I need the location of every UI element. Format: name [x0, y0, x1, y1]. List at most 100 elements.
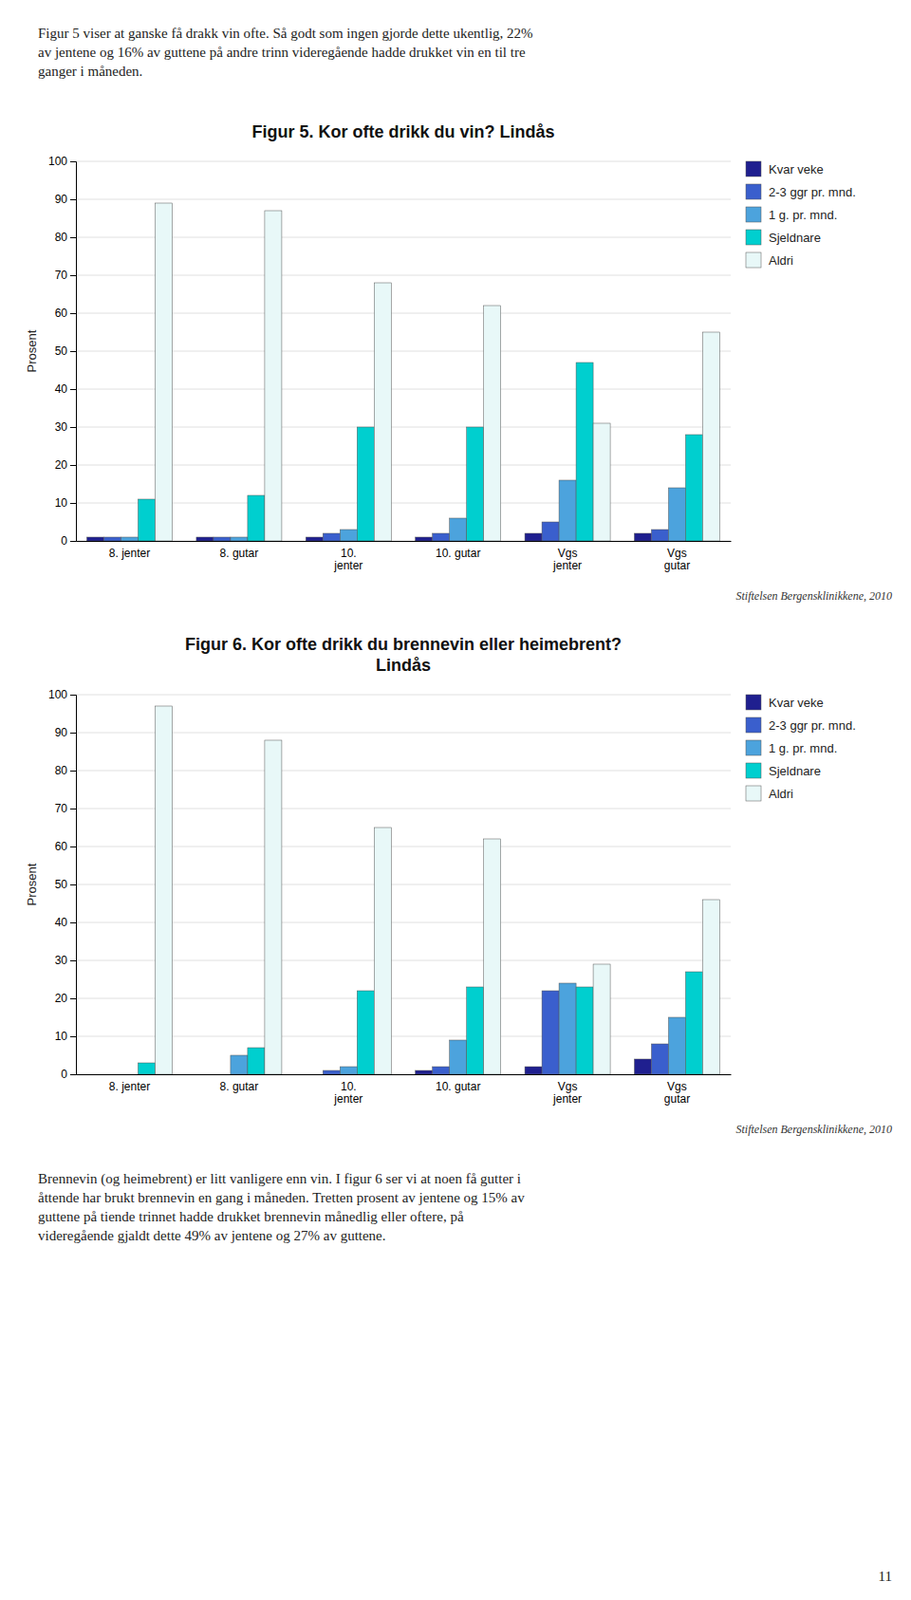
y-tick-mark: [70, 694, 76, 696]
bars: [87, 203, 721, 541]
x-tick-label: 10.jenter: [333, 1079, 363, 1107]
bar: [322, 1070, 340, 1075]
legend-label: Kvar veke: [768, 695, 824, 710]
x-tick-label-line: 8. gutar: [220, 1079, 260, 1094]
bar: [196, 1074, 214, 1076]
bar: [247, 1047, 265, 1075]
y-tick: 70: [55, 801, 76, 816]
bar: [524, 1066, 542, 1075]
y-tick-label: 60: [55, 306, 69, 320]
bars: [138, 706, 721, 1075]
grid-line: [75, 502, 731, 504]
y-axis-line: [70, 695, 77, 1076]
grid-line: [75, 275, 731, 277]
x-tick-label-line: 10.: [340, 1079, 357, 1094]
x-tick-label-line: jenter: [552, 558, 582, 573]
y-tick-mark: [70, 1074, 76, 1076]
chart-title: Figur 5. Kor ofte drikk du vin? Lindås: [251, 122, 555, 142]
bar: [593, 423, 611, 541]
y-axis-title: Prosent: [24, 329, 39, 372]
bar: [576, 986, 594, 1075]
grid-line: [75, 540, 731, 542]
bar: [702, 332, 720, 541]
series-3: [138, 362, 704, 541]
series-3: [138, 971, 704, 1075]
legend-label: 1 g. pr. mnd.: [768, 741, 837, 756]
bar: [247, 495, 265, 541]
bar: [432, 533, 450, 541]
bar: [593, 964, 611, 1075]
legend-item: Sjeldnare: [745, 229, 821, 245]
y-tick: 50: [55, 344, 76, 358]
x-tick-label-line: Vgs: [667, 546, 688, 560]
x-tick: 10. gutar: [435, 1074, 481, 1094]
y-tick: 100: [48, 154, 76, 168]
chart-title-line: Figur 6. Kor ofte drikk du brennevin ell…: [185, 634, 622, 654]
y-tick-label: 60: [55, 839, 69, 854]
y-tick: 0: [60, 534, 76, 548]
y-tick-mark: [70, 161, 76, 163]
legend-label: 1 g. pr. mnd.: [768, 207, 837, 223]
legend-item: Kvar veke: [745, 694, 824, 710]
legend-swatch: [745, 785, 762, 801]
y-tick-label: 70: [55, 801, 69, 816]
y-tick-label: 40: [55, 382, 69, 396]
y-tick-label: 50: [55, 344, 69, 358]
legend-swatch: [745, 694, 762, 710]
page-number: 11: [878, 1568, 893, 1584]
y-tick-label: 10: [55, 1029, 69, 1043]
x-tick-label: 10. gutar: [435, 1079, 481, 1094]
x-tick: 8. gutar: [220, 1074, 260, 1094]
legend-label: Aldri: [768, 253, 794, 268]
bar: [541, 521, 559, 541]
x-tick: 10.jenter: [333, 540, 363, 573]
bar: [650, 1043, 669, 1075]
bar: [339, 1066, 357, 1075]
bar: [230, 537, 248, 541]
bar: [87, 537, 105, 541]
credit-line: Stiftelsen Bergensklinikkene, 2010: [735, 1122, 893, 1136]
y-tick-label: 30: [55, 953, 69, 967]
x-tick-label-line: 8. jenter: [109, 1079, 150, 1094]
grid-line: [75, 351, 731, 353]
bar: [213, 1074, 231, 1076]
bar: [483, 838, 502, 1075]
x-axis-line: [76, 540, 732, 542]
y-tick: 80: [55, 230, 76, 244]
y-tick: 40: [55, 915, 76, 930]
legend-swatch: [745, 717, 762, 733]
y-tick: 30: [55, 953, 76, 967]
y-tick: 30: [55, 420, 76, 434]
x-tick-label-line: 8. gutar: [220, 546, 260, 560]
y-tick: 20: [55, 991, 76, 1005]
bar: [415, 537, 433, 541]
bar: [466, 427, 484, 541]
x-tick: Vgsjenter: [552, 540, 582, 573]
y-tick-label: 0: [60, 1067, 68, 1081]
y-tick: 80: [55, 763, 76, 778]
bar: [138, 1062, 156, 1075]
grid-line: [75, 237, 731, 239]
y-tick-label: 80: [55, 763, 69, 778]
legend-label: 2-3 ggr pr. mnd.: [768, 718, 856, 733]
credit: Stiftelsen Bergensklinikkene, 2010: [735, 589, 893, 603]
bar: [576, 362, 594, 541]
legend-item: Kvar veke: [745, 161, 824, 177]
y-tick: 10: [55, 496, 76, 510]
legend-item: 2-3 ggr pr. mnd.: [745, 717, 856, 733]
bar: [415, 1070, 433, 1075]
y-tick-mark: [70, 502, 76, 504]
legend-item: Aldri: [745, 785, 794, 801]
credit: Stiftelsen Bergensklinikkene, 2010: [735, 1122, 893, 1136]
x-tick-label-line: gutar: [664, 1092, 690, 1106]
y-tick-mark: [70, 237, 76, 239]
y-tick-mark: [70, 427, 76, 428]
bar: [264, 210, 282, 541]
series-4: [155, 706, 721, 1075]
chart-title: Figur 6. Kor ofte drikk du brennevin ell…: [185, 634, 622, 675]
x-tick-label: Vgsgutar: [664, 546, 690, 574]
legend-label: 2-3 ggr pr. mnd.: [768, 185, 856, 200]
grid-line: [75, 199, 731, 201]
bar: [121, 1074, 139, 1076]
legend-item: Sjeldnare: [745, 762, 821, 779]
